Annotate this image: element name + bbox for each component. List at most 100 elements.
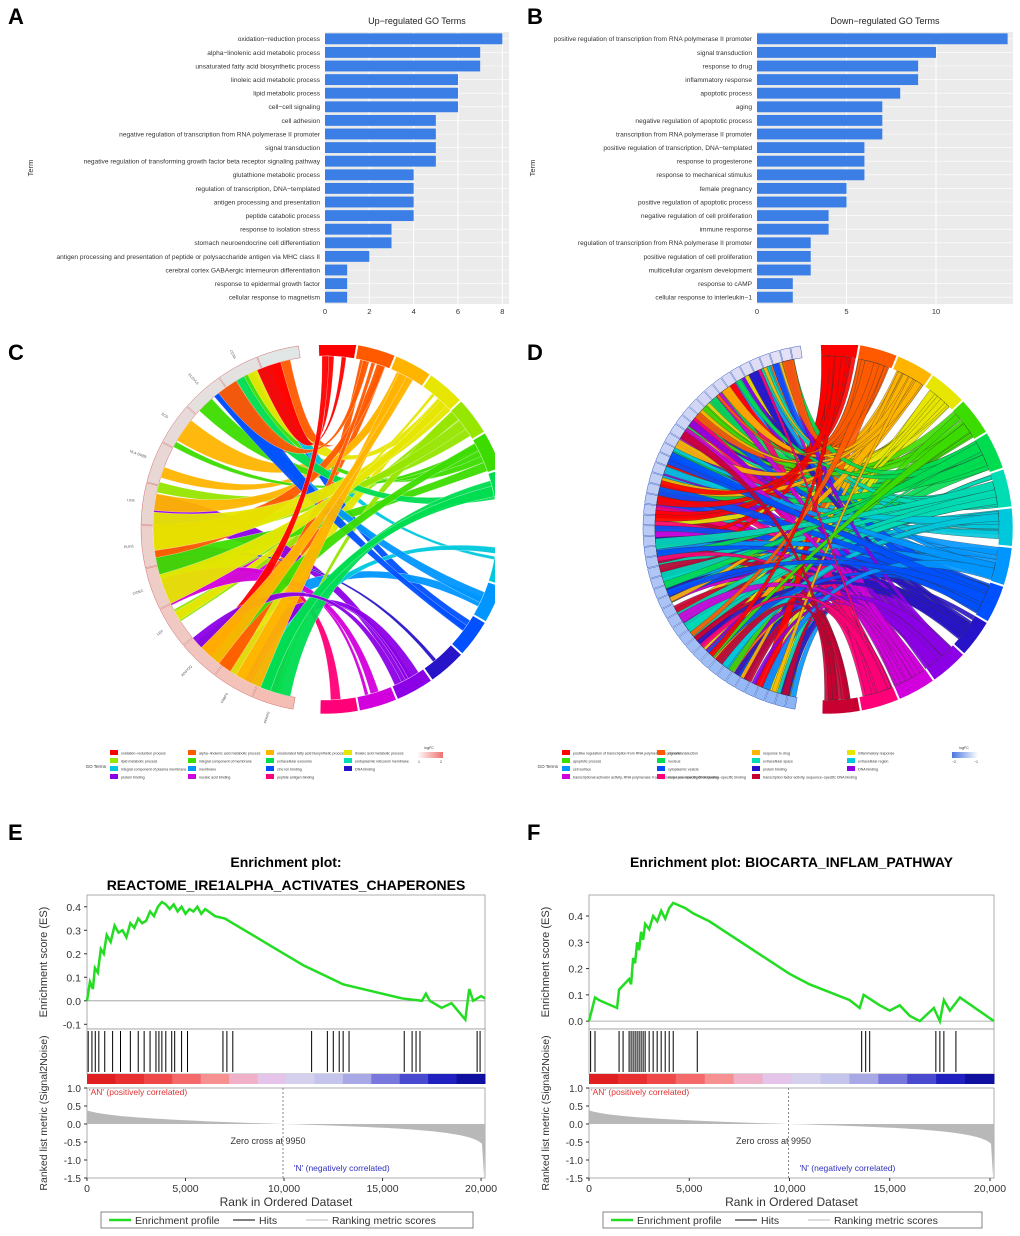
bar [757, 33, 1008, 45]
gene-segment [790, 345, 803, 360]
legend-swatch [110, 750, 118, 755]
legend-swatch [562, 750, 570, 755]
legend-label: cytoplasmic vesicle [668, 768, 699, 772]
heatmap-segment [733, 1074, 764, 1084]
term-segment [319, 696, 359, 715]
heatmap-segment [675, 1074, 706, 1084]
chart-title: Up−regulated GO Terms [368, 16, 466, 26]
term-segment [424, 644, 462, 681]
bar [325, 74, 459, 86]
legend-label: positive regulation of transcription fro… [573, 752, 682, 756]
legend-label: protein binding [763, 768, 787, 772]
enrichment-profile-line [587, 901, 995, 1026]
plot-background [757, 32, 1013, 304]
bar [325, 223, 392, 235]
heatmap-segment [200, 1074, 230, 1084]
positive-label: 'AN' (positively correlated) [89, 1087, 187, 1097]
bar [325, 128, 436, 140]
gene-label: ELOVL6 [187, 373, 199, 386]
legend-title: GO Terms [538, 764, 559, 769]
bar [325, 210, 414, 222]
category-label: negative regulation of transcription fro… [119, 131, 321, 138]
panel-label-e: E [8, 820, 23, 845]
gene-segment [642, 535, 657, 547]
bar [757, 278, 793, 290]
category-label: aging [736, 104, 752, 111]
legend-swatch [657, 774, 665, 779]
category-label: female pregnancy [700, 186, 753, 193]
gene-segment [643, 545, 658, 558]
metric-y-axis-label: Ranked list metric (Signal2Noise) [38, 1035, 50, 1190]
category-label: oxidation−reduction process [238, 36, 321, 43]
legend-swatch [110, 774, 118, 779]
legend-label: response to drug [763, 752, 790, 756]
legend-swatch [188, 758, 196, 763]
bar [325, 169, 414, 181]
category-label: antigen processing and presentation of p… [56, 254, 320, 261]
x-tick-label: 10,000 [773, 1183, 805, 1195]
category-label: regulation of transcription from RNA pol… [578, 240, 753, 247]
legend-swatch [110, 758, 118, 763]
bar [757, 74, 919, 86]
legend-label: peptide antigen binding [277, 776, 314, 780]
heatmap-segment [849, 1074, 879, 1084]
legend-label: transcription factor activity, sequence−… [763, 776, 857, 780]
x-tick-label: 5,000 [676, 1183, 702, 1195]
metric-y-tick-label: 0.0 [67, 1120, 81, 1131]
scale-bar [417, 752, 443, 758]
bar [325, 182, 414, 194]
category-label: response to progesterone [677, 159, 752, 166]
metric-y-tick-label: 0.5 [67, 1102, 81, 1113]
legend-swatch [847, 758, 855, 763]
es-y-tick-label: 0.4 [568, 911, 583, 923]
term-segment [472, 432, 495, 473]
legend-label: endoplasmic reticulum membrane [355, 760, 409, 764]
metric-y-tick-label: 0.0 [569, 1120, 583, 1131]
metric-y-tick-label: -1.5 [64, 1174, 82, 1185]
term-segment [488, 552, 495, 584]
gene-segment [642, 514, 656, 526]
metric-area-positive [87, 1110, 284, 1124]
metric-y-tick-label: 1.0 [67, 1084, 81, 1095]
metric-area-positive [589, 1110, 789, 1124]
es-y-tick-label: 0.0 [66, 996, 81, 1008]
plot-title-line1: Enrichment plot: BIOCARTA_INFLAM_PATHWAY [630, 854, 954, 870]
category-label: response to epidermal growth factor [215, 281, 321, 288]
term-segment [451, 615, 486, 654]
bar [757, 101, 883, 113]
gene-label: SCD [160, 412, 169, 420]
gene-segment [642, 525, 656, 536]
heatmap-segment [257, 1074, 287, 1084]
metric-y-tick-label: 1.0 [569, 1084, 583, 1095]
es-y-tick-label: 0.0 [568, 1016, 583, 1028]
gene-label: LEP [156, 629, 164, 636]
y-axis-label: Term [528, 160, 537, 177]
category-label: unsaturated fatty acid biosynthetic proc… [195, 63, 320, 70]
positive-label: 'AN' (positively correlated) [591, 1087, 689, 1097]
plot-title-line2: REACTOME_IRE1ALPHA_ACTIVATES_CHAPERONES [107, 877, 466, 893]
legend-swatch [562, 766, 570, 771]
scale-tick: 2 [440, 760, 442, 764]
category-label: response to mechanical stimulus [656, 172, 752, 179]
es-y-tick-label: 0.4 [66, 902, 81, 914]
category-label: immune response [700, 227, 753, 234]
category-label: stomach neuroendocrine cell differentiat… [194, 240, 320, 247]
legend-swatch [266, 758, 274, 763]
panel-label-c: C [8, 340, 24, 365]
plot-title-line1: Enrichment plot: [230, 854, 341, 870]
legend-swatch [752, 750, 760, 755]
gene-segment [646, 482, 661, 496]
bar [757, 237, 811, 249]
negative-label: 'N' (negatively correlated) [800, 1163, 896, 1173]
chord-ribbon [663, 442, 982, 589]
hits-panel-frame [588, 1028, 995, 1075]
chord-ribbon [751, 595, 951, 685]
gene-label: PPARG [263, 711, 270, 724]
legend-swatch [266, 766, 274, 771]
gene-segment [146, 442, 174, 486]
category-label: linoleic acid metabolic process [231, 77, 321, 84]
bar [757, 87, 901, 99]
heatmap-segment [617, 1074, 648, 1084]
category-label: regulation of transcription, DNA−templat… [196, 186, 321, 193]
bar [757, 169, 865, 181]
